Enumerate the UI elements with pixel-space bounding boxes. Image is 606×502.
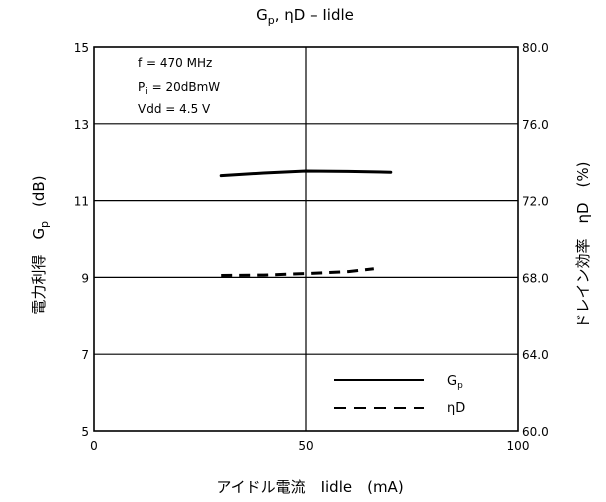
- condition-vdd: Vdd = 4.5 V: [138, 102, 211, 116]
- condition-frequency: f = 470 MHz: [138, 56, 212, 70]
- x-axis-label: アイドル電流 Iidle (mA): [216, 478, 403, 496]
- y-right-tick-label: 72.0: [522, 195, 549, 209]
- chart-title: Gp, ηD – Iidle: [256, 6, 354, 27]
- legend: Gp ηD: [334, 374, 465, 416]
- y-axis-right-label: ドレイン効率 ηD (%): [574, 161, 592, 328]
- x-tick-label: 0: [90, 439, 98, 453]
- title-subscript: p: [268, 14, 275, 27]
- legend-gp-label: Gp: [447, 374, 463, 391]
- title-rest: , ηD – Iidle: [275, 6, 354, 24]
- tick-labels: 5 7 9 11 13 15 60.0 64.0 68.0 72.0 76.0 80.0 0 50 100: [74, 41, 549, 453]
- x-tick-label: 50: [298, 439, 313, 453]
- conditions: f = 470 MHz Pi = 20dBmW Vdd = 4.5 V: [138, 56, 220, 116]
- y-axis-left-label: 電力利得 Gp (dB): [30, 175, 51, 314]
- y-left-label-subscript: p: [38, 221, 51, 228]
- y-left-tick-label: 15: [74, 41, 89, 55]
- y-left-tick-label: 13: [74, 118, 89, 132]
- legend-eta-d-label: ηD: [447, 401, 465, 416]
- y-right-tick-label: 64.0: [522, 348, 549, 362]
- y-left-tick-label: 11: [74, 195, 89, 209]
- plot-frame: [93, 46, 519, 432]
- series-gp-line: [219, 169, 393, 178]
- series-eta-d-line: [221, 267, 374, 277]
- y-right-tick-label: 76.0: [522, 118, 549, 132]
- x-tick-label: 100: [507, 439, 530, 453]
- y-left-tick-label: 7: [81, 348, 89, 362]
- condition-input-power: Pi = 20dBmW: [138, 80, 220, 97]
- y-left-label-text: 電力利得 G: [30, 228, 48, 315]
- title-symbol: G: [256, 6, 268, 24]
- y-right-tick-label: 60.0: [522, 425, 549, 439]
- y-right-tick-label: 68.0: [522, 271, 549, 285]
- y-left-tick-label: 5: [81, 425, 89, 439]
- grid: [94, 47, 518, 431]
- y-left-label-unit: (dB): [30, 175, 48, 207]
- y-right-tick-label: 80.0: [522, 41, 549, 55]
- y-left-tick-label: 9: [81, 271, 89, 285]
